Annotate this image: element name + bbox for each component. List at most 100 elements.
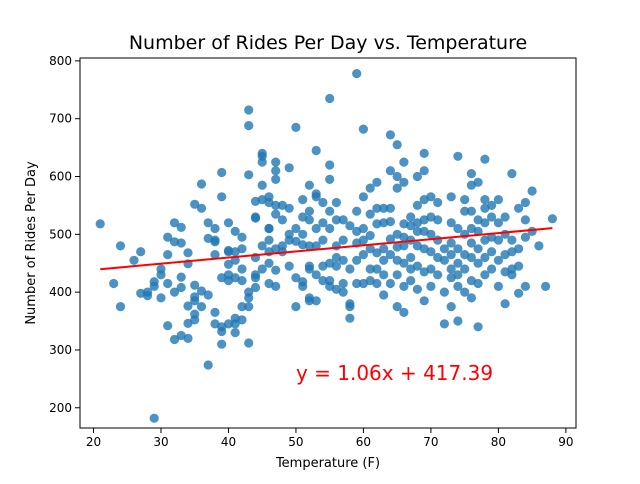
x-tick-label: 50 [288,435,303,449]
y-tick-label: 700 [49,112,72,126]
y-axis-label: Number of Rides Per Day [24,161,39,325]
scatter-point [298,195,308,205]
scatter-point [237,264,247,274]
scatter-point [385,203,395,213]
scatter-point [304,241,314,251]
scatter-point [257,151,267,161]
scatter-point [514,288,524,298]
scatter-point [419,166,429,176]
scatter-point [419,148,429,158]
scatter-point [345,313,355,323]
scatter-point [196,286,207,296]
scatter-point [392,171,402,182]
scatter-point [149,413,159,423]
y-tick-label: 600 [49,170,72,184]
scatter-point [163,250,173,260]
scatter-point [358,235,368,245]
scatter-point [237,232,247,242]
scatter-point [527,186,537,196]
scatter-point [244,170,254,180]
scatter-point [473,244,483,254]
scatter-point [190,315,200,325]
y-tick-label: 300 [49,343,72,357]
scatter-point [223,319,234,329]
scatter-point [493,281,503,291]
scatter-point [257,241,267,251]
scatter-point [372,203,382,213]
scatter-point [412,284,422,294]
scatter-point [271,265,281,275]
scatter-point [534,241,544,251]
scatter-point [379,244,389,254]
scatter-point [466,206,476,216]
scatter-point [352,255,362,265]
scatter-point [385,250,395,260]
scatter-point [520,197,531,208]
scatter-point [446,218,456,228]
scatter-point [466,238,476,248]
scatter-point [257,180,267,190]
scatter-point [325,223,335,234]
scatter-point [487,212,497,222]
scatter-point [325,160,335,170]
scatter-point [446,238,456,248]
scatter-point [480,195,490,205]
scatter-point [439,319,449,329]
scatter-point [372,264,382,274]
scatter-point [412,200,422,210]
scatter-point [419,296,429,306]
scatter-point [379,290,389,300]
scatter-point [379,203,389,213]
scatter-point [163,232,173,242]
scatter-point [291,223,301,234]
scatter-point [500,212,510,222]
x-tick-label: 80 [491,435,506,449]
scatter-point [480,218,490,228]
scatter-point [527,226,537,236]
scatter-point [399,258,409,268]
scatter-point [210,307,220,317]
scatter-point [392,183,402,193]
scatter-point [358,124,368,134]
scatter-point [520,215,531,225]
scatter-point [446,250,456,260]
scatter-point [541,281,551,291]
scatter-point [237,315,247,325]
scatter-point [365,230,375,241]
scatter-point [453,270,463,280]
scatter-point [466,293,476,303]
scatter-point [379,270,389,280]
scatter-point [176,238,186,248]
scatter-point [156,270,166,280]
scatter-point [318,218,328,228]
scatter-point [223,218,234,228]
scatter-point [331,215,341,225]
scatter-point [210,237,220,247]
plot-frame [79,57,577,429]
scatter-point [318,197,328,208]
scatter-point [426,247,436,257]
scatter-point [115,302,126,312]
scatter-point [365,209,375,219]
scatter-point [480,270,490,280]
scatter-point [358,192,368,202]
scatter-point [176,222,186,232]
scatter-point [372,177,382,187]
scatter-point [345,264,355,274]
scatter-point [365,244,375,254]
chart-title: Number of Rides Per Day vs. Temperature [129,32,527,54]
scatter-point [453,244,463,254]
scatter-point [129,255,139,265]
scatter-point [304,215,314,225]
scatter-point [493,255,503,265]
scatter-point [331,261,341,271]
x-tick-label: 20 [86,435,101,449]
scatter-point [399,157,409,167]
scatter-point [237,244,247,254]
scatter-point [453,281,463,291]
x-axis-label: Temperature (F) [275,456,380,471]
scatter-point [331,197,341,208]
scatter-point [487,247,497,257]
